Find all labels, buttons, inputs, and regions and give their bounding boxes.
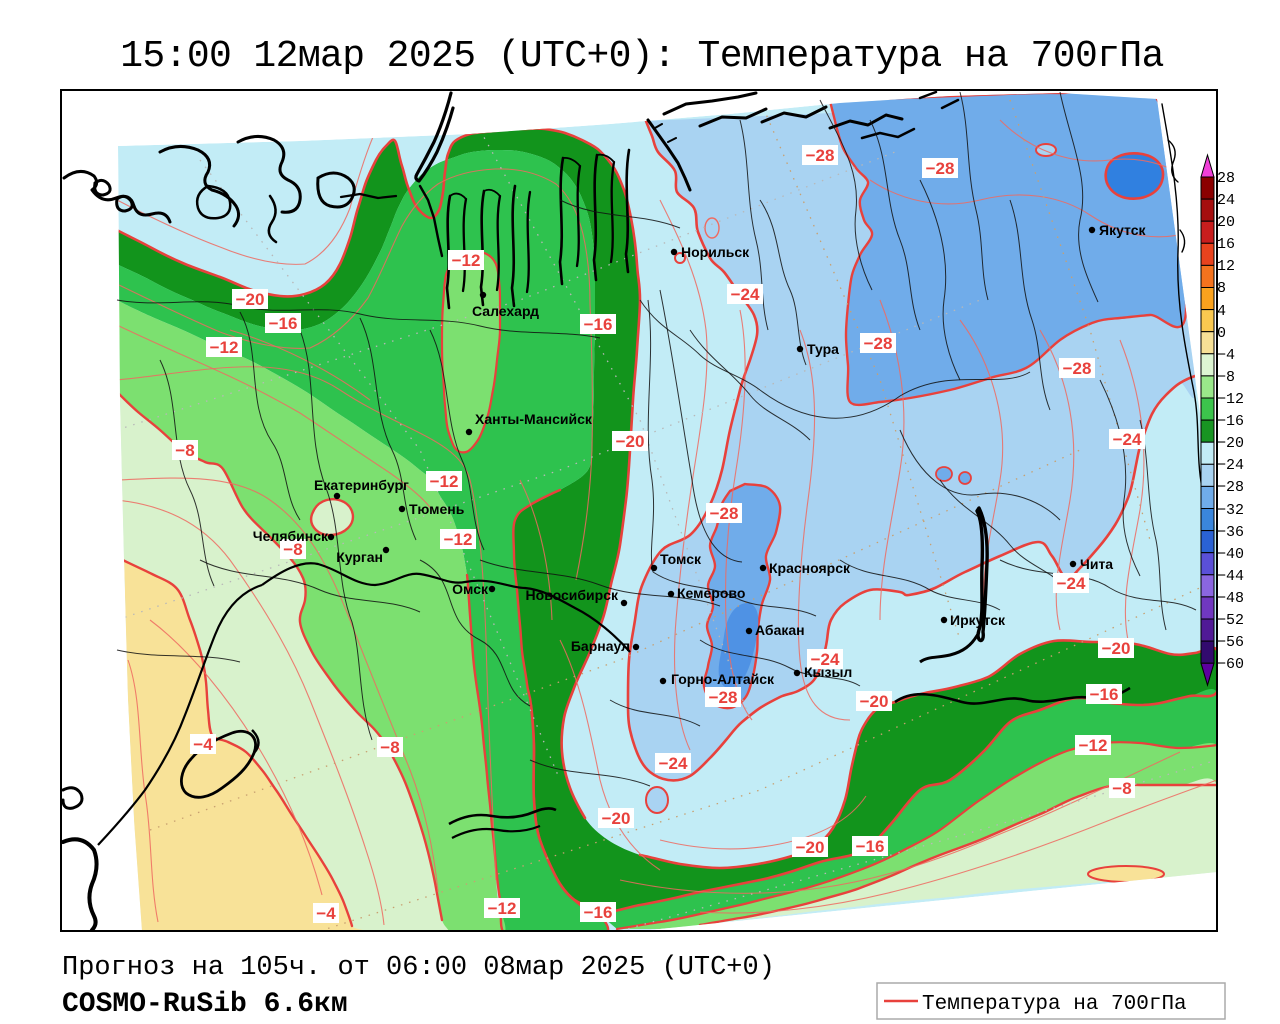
svg-text:−48: −48 <box>1217 590 1244 607</box>
svg-text:−12: −12 <box>210 338 239 357</box>
svg-text:−16: −16 <box>269 314 298 333</box>
svg-text:Кызыл: Кызыл <box>804 664 852 680</box>
svg-text:−28: −28 <box>864 334 893 353</box>
svg-text:−12: −12 <box>1217 391 1244 408</box>
svg-text:−32: −32 <box>1217 502 1244 519</box>
svg-text:−20: −20 <box>236 290 265 309</box>
svg-text:−56: −56 <box>1217 634 1244 651</box>
svg-text:−16: −16 <box>584 315 613 334</box>
svg-text:−16: −16 <box>584 903 613 922</box>
svg-text:−4: −4 <box>316 904 336 923</box>
svg-text:Горно-Алтайск: Горно-Алтайск <box>671 671 775 687</box>
svg-text:Челябинск: Челябинск <box>253 528 329 544</box>
svg-text:−24: −24 <box>731 285 760 304</box>
svg-text:−12: −12 <box>452 251 481 270</box>
svg-text:8: 8 <box>1217 280 1226 297</box>
svg-text:−16: −16 <box>1217 413 1244 430</box>
svg-text:Барнаул: Барнаул <box>571 638 630 654</box>
svg-text:−44: −44 <box>1217 568 1244 585</box>
svg-text:−28: −28 <box>710 504 739 523</box>
svg-text:−4: −4 <box>1217 347 1235 364</box>
svg-text:15:00 12мар 2025 (UTC+0): Темп: 15:00 12мар 2025 (UTC+0): Температура на… <box>120 35 1164 78</box>
svg-text:−40: −40 <box>1217 546 1244 563</box>
svg-text:0: 0 <box>1217 325 1226 342</box>
svg-text:−60: −60 <box>1217 656 1244 673</box>
svg-text:−52: −52 <box>1217 612 1244 629</box>
svg-text:Тура: Тура <box>807 341 839 357</box>
svg-text:−20: −20 <box>860 692 889 711</box>
svg-text:−24: −24 <box>811 650 840 669</box>
svg-text:−28: −28 <box>806 146 835 165</box>
svg-text:24: 24 <box>1217 192 1235 209</box>
svg-text:Тюмень: Тюмень <box>409 501 465 517</box>
svg-text:16: 16 <box>1217 236 1235 253</box>
svg-text:−24: −24 <box>1057 574 1086 593</box>
svg-text:−16: −16 <box>1090 685 1119 704</box>
svg-text:−12: −12 <box>444 530 473 549</box>
svg-text:−20: −20 <box>1102 639 1131 658</box>
svg-text:−20: −20 <box>602 809 631 828</box>
svg-text:12: 12 <box>1217 258 1235 275</box>
svg-text:Курган: Курган <box>336 549 383 565</box>
svg-text:−8: −8 <box>175 441 194 460</box>
svg-text:28: 28 <box>1217 170 1235 187</box>
svg-text:−8: −8 <box>1217 369 1235 386</box>
svg-text:Абакан: Абакан <box>755 622 805 638</box>
svg-text:−28: −28 <box>1217 479 1244 496</box>
svg-text:Кемерово: Кемерово <box>677 585 745 601</box>
svg-text:Новосибирск: Новосибирск <box>526 587 619 603</box>
svg-text:−8: −8 <box>380 738 399 757</box>
svg-text:Томск: Томск <box>660 551 702 567</box>
svg-text:−8: −8 <box>283 540 302 559</box>
svg-text:−24: −24 <box>1217 457 1244 474</box>
svg-text:−4: −4 <box>193 735 213 754</box>
svg-text:−28: −28 <box>926 159 955 178</box>
svg-text:Салехард: Салехард <box>472 303 539 319</box>
svg-text:20: 20 <box>1217 214 1235 231</box>
svg-text:−24: −24 <box>659 754 688 773</box>
svg-text:−24: −24 <box>1113 430 1142 449</box>
svg-text:Иркутск: Иркутск <box>950 612 1006 628</box>
svg-text:−12: −12 <box>430 472 459 491</box>
svg-text:Омск: Омск <box>452 581 489 597</box>
svg-text:−20: −20 <box>1217 435 1244 452</box>
svg-text:Норильск: Норильск <box>681 244 750 260</box>
svg-text:Якутск: Якутск <box>1099 222 1146 238</box>
svg-text:Красноярск: Красноярск <box>769 560 851 576</box>
svg-text:−8: −8 <box>1112 779 1131 798</box>
svg-text:−20: −20 <box>796 838 825 857</box>
svg-text:Екатеринбург: Екатеринбург <box>314 477 409 493</box>
svg-text:Температура на 700гПа: Температура на 700гПа <box>922 993 1187 1016</box>
svg-text:−16: −16 <box>856 837 885 856</box>
svg-text:−12: −12 <box>1079 736 1108 755</box>
svg-text:−28: −28 <box>709 688 738 707</box>
svg-text:Прогноз на 105ч. от 06:00 08ма: Прогноз на 105ч. от 06:00 08мар 2025 (UT… <box>62 953 775 983</box>
svg-text:−20: −20 <box>616 432 645 451</box>
svg-text:COSMO-RuSib 6.6км: COSMO-RuSib 6.6км <box>62 989 348 1020</box>
svg-text:−36: −36 <box>1217 524 1244 541</box>
svg-text:4: 4 <box>1217 303 1226 320</box>
svg-text:Чита: Чита <box>1080 556 1113 572</box>
svg-text:Ханты-Мансийск: Ханты-Мансийск <box>475 411 593 427</box>
svg-text:−12: −12 <box>488 899 517 918</box>
svg-text:−28: −28 <box>1063 359 1092 378</box>
